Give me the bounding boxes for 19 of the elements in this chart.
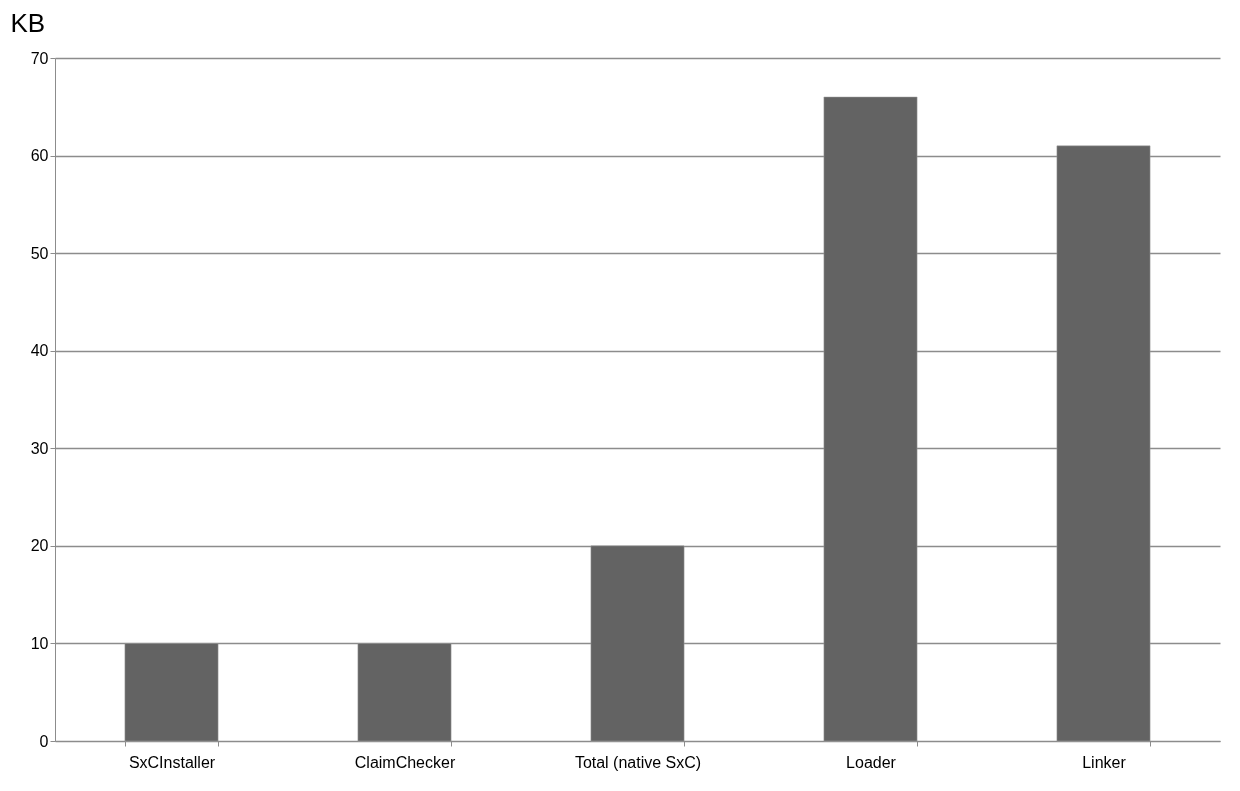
y-axis-title: KB <box>10 7 46 38</box>
y-tick-label: 60 <box>30 147 49 165</box>
x-tick-label: Loader <box>846 753 897 771</box>
y-tick-label: 70 <box>30 49 49 67</box>
x-tick-label: Linker <box>1082 753 1127 771</box>
y-tick-label: 0 <box>39 732 49 750</box>
y-tick-label: 30 <box>30 439 49 457</box>
y-tick-label: 10 <box>30 634 49 652</box>
bar <box>590 545 685 742</box>
y-tick-label: 20 <box>30 537 49 555</box>
bar <box>1056 145 1151 742</box>
x-tick-label: Total (native SxC) <box>574 753 702 771</box>
x-tick-label: SxCInstaller <box>128 753 216 771</box>
bar <box>357 643 452 742</box>
bar <box>823 96 918 742</box>
x-tick-label: ClaimChecker <box>354 753 456 771</box>
bar <box>124 643 219 742</box>
y-tick-label: 40 <box>30 342 49 360</box>
y-tick-label: 50 <box>30 244 49 262</box>
